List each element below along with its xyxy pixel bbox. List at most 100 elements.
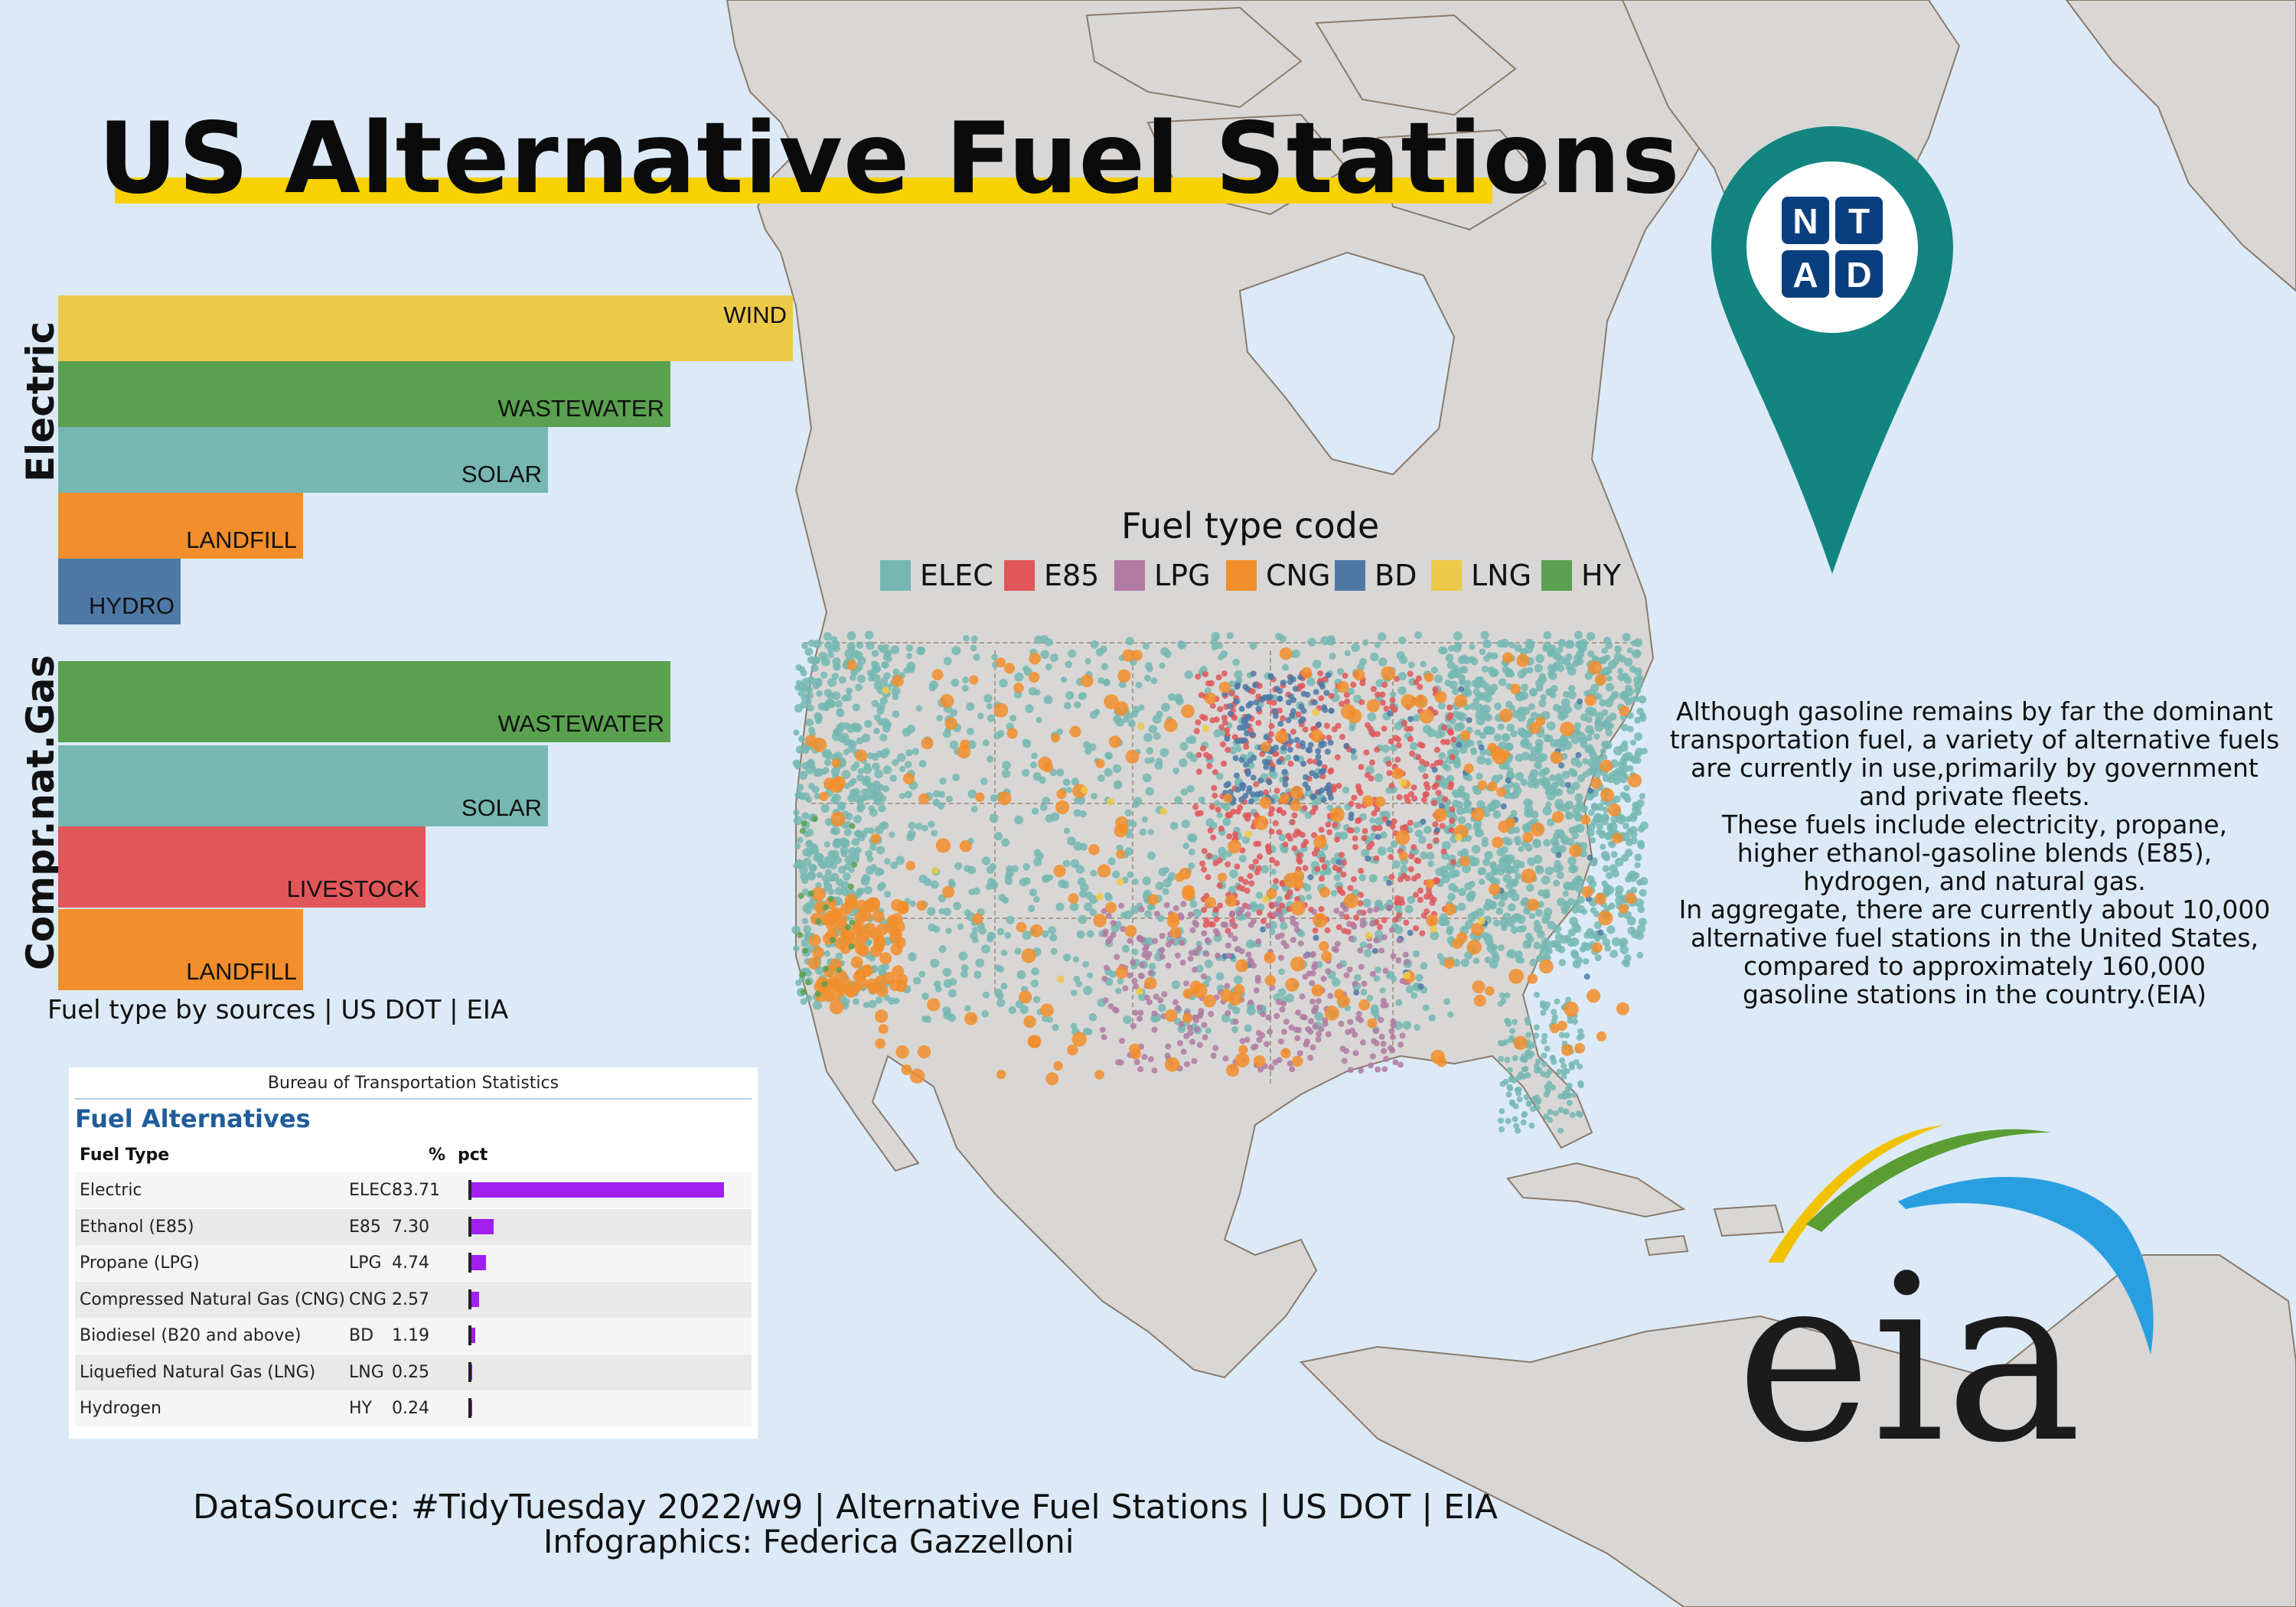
paragraph-line: and private fleets. <box>1859 781 2090 811</box>
source-bar-label: SOLAR <box>461 794 542 821</box>
source-bar-wastewater: WASTEWATER <box>58 661 670 742</box>
fuel-type-cell: Compressed Natural Gas (CNG) <box>80 1289 345 1309</box>
legend-swatch <box>1114 560 1145 591</box>
table-source-header: Bureau of Transportation Statistics <box>267 1074 559 1093</box>
ntad-letter-t: T <box>1848 201 1870 241</box>
pct-bar <box>471 1291 480 1307</box>
pct-bar <box>471 1328 475 1343</box>
source-bar-label: LANDFILL <box>186 958 297 985</box>
code-cell: LNG <box>349 1362 384 1382</box>
south-america-landmass <box>1299 1254 2296 1607</box>
table-row: Liquefied Natural Gas (LNG) LNG 0.25 <box>75 1354 752 1390</box>
paragraph-line: higher ethanol-gasoline blends (E85), <box>1737 837 2213 868</box>
table-header-rule <box>75 1098 752 1100</box>
fuel-type-cell: Liquefied Natural Gas (LNG) <box>80 1362 316 1382</box>
eia-logo: eia <box>1736 1125 2154 1462</box>
table-row: Ethanol (E85) E85 7.30 <box>75 1208 752 1245</box>
description-paragraph: Although gasoline remains by far the dom… <box>1661 696 2288 1009</box>
pct-bar-baseline <box>468 1180 471 1200</box>
percent-cell: 0.24 <box>392 1399 429 1418</box>
code-cell: CNG <box>349 1289 386 1309</box>
legend-swatch <box>1004 560 1035 591</box>
legend-item-elec: ELEC <box>880 559 993 592</box>
source-bar-label: LIVESTOCK <box>286 875 419 902</box>
source-bar-label: WASTEWATER <box>497 395 664 422</box>
legend-swatch <box>1431 560 1462 591</box>
legend-item-hy: HY <box>1541 559 1621 592</box>
source-bar-solar: SOLAR <box>58 427 548 493</box>
group-label-cng: Compr.nat.Gas <box>18 654 63 970</box>
code-cell: LPG <box>349 1253 382 1273</box>
ntad-logo: N T A D <box>1711 126 1953 574</box>
legend-item-lng: LNG <box>1431 559 1531 592</box>
eia-wordmark: eia <box>1736 1226 2082 1462</box>
ntad-letter-d: D <box>1846 255 1871 295</box>
pct-bar-baseline <box>468 1253 471 1273</box>
source-bar-label: WASTEWATER <box>497 710 664 737</box>
legend-item-e85: E85 <box>1004 559 1099 592</box>
ntad-letter-n: N <box>1792 201 1818 241</box>
pct-bar <box>471 1400 472 1416</box>
legend-label: LNG <box>1471 559 1532 592</box>
table-row: Compressed Natural Gas (CNG) CNG 2.57 <box>75 1281 752 1318</box>
legend-swatch <box>1541 560 1572 591</box>
percent-cell: 1.19 <box>392 1326 429 1345</box>
percent-cell: 4.74 <box>392 1253 429 1273</box>
paragraph-line: transportation fuel, a variety of altern… <box>1669 724 2280 755</box>
col-header-pct: pct <box>458 1146 488 1165</box>
cuba-landmass <box>1506 1162 1686 1218</box>
legend-swatch <box>1335 560 1365 591</box>
table-title: Fuel Alternatives <box>75 1104 311 1133</box>
source-bar-label: LANDFILL <box>186 526 297 553</box>
percent-cell: 83.71 <box>392 1181 440 1200</box>
percent-cell: 0.25 <box>392 1362 429 1382</box>
code-cell: ELEC <box>349 1181 392 1200</box>
paragraph-line: alternative fuel stations in the United … <box>1690 922 2259 953</box>
col-header-fuel-type: Fuel Type <box>80 1146 170 1165</box>
pct-bar-baseline <box>468 1289 471 1309</box>
legend-label: CNG <box>1266 559 1331 592</box>
paragraph-line: gasoline stations in the country.(EIA) <box>1743 979 2206 1009</box>
legend-swatch <box>880 560 911 591</box>
eia-green-swoosh <box>1806 1129 2051 1232</box>
page-title: US Alternative Fuel Stations <box>98 102 1681 216</box>
legend-label: HY <box>1581 559 1621 592</box>
legend-label: E85 <box>1044 559 1100 592</box>
eia-yellow-swoosh <box>1768 1125 1944 1263</box>
table-row: Propane (LPG) LPG 4.74 <box>75 1245 752 1281</box>
pct-bar <box>471 1218 494 1234</box>
station-dots <box>791 631 1649 1134</box>
percent-cell: 2.57 <box>392 1289 429 1309</box>
code-cell: E85 <box>349 1217 381 1237</box>
pct-bar-baseline <box>468 1361 471 1382</box>
col-header-percent: % <box>429 1146 446 1165</box>
source-bar-landfill: LANDFILL <box>58 909 303 990</box>
source-bar-label: SOLAR <box>461 461 542 487</box>
legend-title: Fuel type code <box>1121 505 1380 546</box>
fuel-type-cell: Electric <box>80 1181 142 1200</box>
legend-swatch <box>1226 560 1257 591</box>
paragraph-line: Although gasoline remains by far the dom… <box>1676 696 2273 726</box>
pct-bar <box>471 1182 724 1198</box>
code-cell: HY <box>349 1399 372 1418</box>
legend-label: ELEC <box>920 559 993 592</box>
source-bar-landfill: LANDFILL <box>58 493 303 559</box>
footer-datasource: DataSource: #TidyTuesday 2022/w9 | Alter… <box>193 1488 1498 1527</box>
paragraph-line: These fuels include electricity, propane… <box>1721 809 2228 839</box>
percent-cell: 7.30 <box>392 1217 429 1237</box>
footer-credit: Infographics: Federica Gazzelloni <box>543 1523 1075 1560</box>
pct-bar-baseline <box>468 1216 471 1237</box>
source-bar-wastewater: WASTEWATER <box>58 361 670 427</box>
pct-bar <box>471 1364 472 1380</box>
code-cell: BD <box>349 1326 374 1345</box>
legend-item-bd: BD <box>1335 559 1417 592</box>
paragraph-line: hydrogen, and natural gas. <box>1803 865 2146 896</box>
paragraph-line: are currently in use,primarily by govern… <box>1691 752 2258 783</box>
fuel-type-cell: Biodiesel (B20 and above) <box>80 1326 302 1345</box>
ntad-letter-a: A <box>1792 255 1818 295</box>
source-bar-hydro: HYDRO <box>58 559 181 624</box>
paragraph-line: In aggregate, there are currently about … <box>1678 894 2271 924</box>
source-bar-livestock: LIVESTOCK <box>58 826 426 908</box>
legend-label: BD <box>1375 559 1417 592</box>
legend-label: LPG <box>1154 559 1211 592</box>
